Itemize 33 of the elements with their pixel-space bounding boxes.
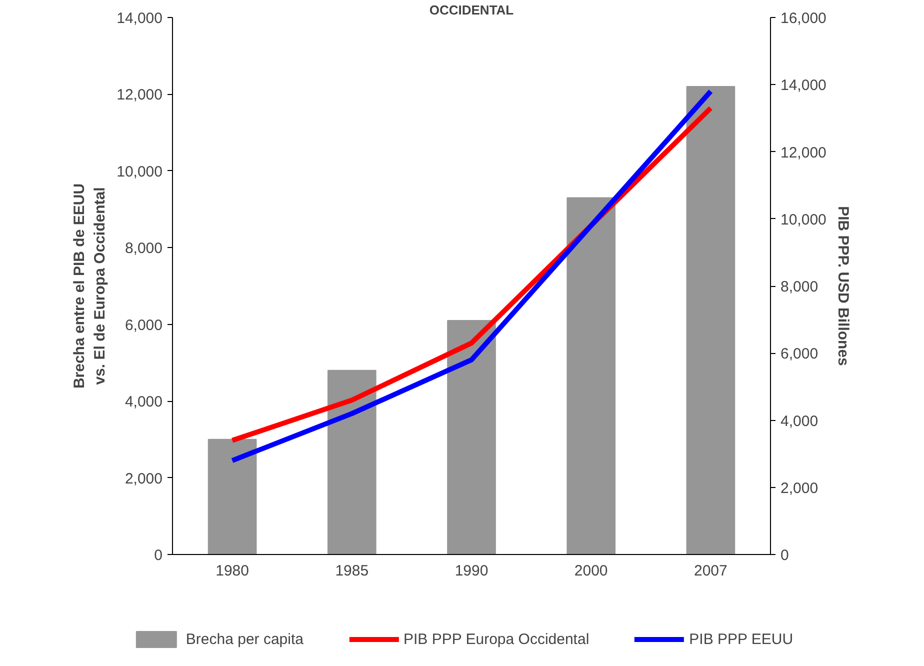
legend-label: PIB PPP EEUU (689, 630, 794, 648)
y-tick-label: 12,000 (116, 86, 163, 104)
bar (566, 197, 616, 554)
y2-tick-label: 6,000 (780, 346, 818, 363)
legend-label: PIB PPP Europa Occidental (403, 630, 590, 648)
y-tick-label: 14,000 (116, 10, 163, 27)
x-tick-label: 1980 (216, 562, 249, 580)
y2-tick-label: 16,000 (780, 10, 826, 27)
y-tick-label: 0 (154, 547, 162, 564)
chart-title: OCCIDENTAL (429, 2, 514, 18)
x-tick-label: 2007 (694, 562, 728, 580)
y2-tick-label: 2,000 (780, 480, 818, 497)
y2-axis-title: PIB PPP. USD Billones (834, 206, 852, 366)
y2-tick-label: 0 (780, 547, 789, 564)
y2-tick-label: 10,000 (780, 211, 826, 228)
y2-tick-label: 12,000 (780, 144, 826, 162)
y-tick-label: 8,000 (124, 240, 163, 258)
y-tick-label: 6,000 (124, 316, 163, 334)
bar (447, 320, 496, 554)
y2-tick-label: 8,000 (780, 278, 818, 296)
bar (686, 86, 736, 554)
x-tick-label: 2000 (574, 562, 608, 580)
y-tick-label: 10,000 (116, 163, 163, 180)
y-tick-label: 2,000 (124, 470, 163, 488)
bar (208, 438, 257, 554)
legend-label: Brecha per capita (186, 630, 304, 648)
y-tick-label: 4,000 (124, 394, 163, 411)
y2-tick-label: 4,000 (780, 412, 818, 430)
y-axis-title: Brecha entre el PIB de EEUU vs. El de Europa Occidental (71, 183, 109, 389)
bar (327, 370, 376, 554)
x-tick-label: 1985 (335, 562, 369, 580)
x-tick-label: 1990 (454, 562, 488, 580)
y2-tick-label: 14,000 (780, 77, 826, 94)
